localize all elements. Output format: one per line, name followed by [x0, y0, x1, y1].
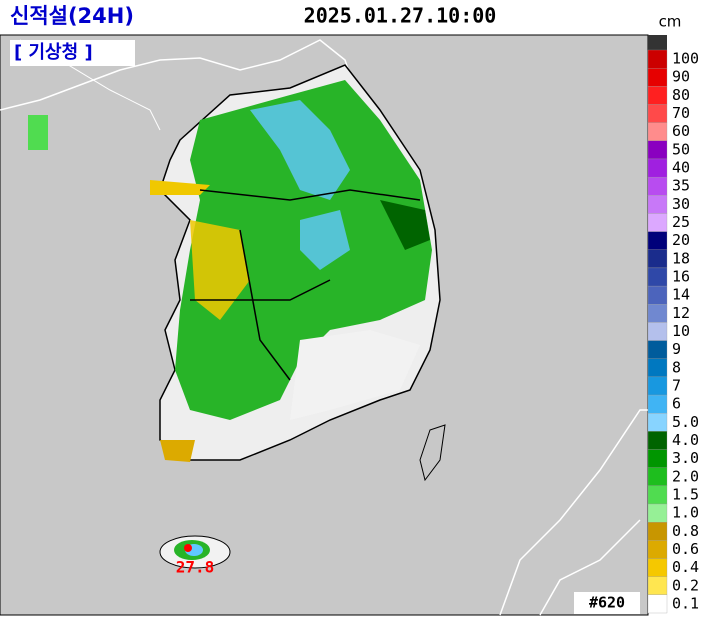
legend-cell	[647, 267, 668, 287]
legend-label: 4.0	[672, 431, 699, 449]
legend-cell	[647, 522, 668, 541]
coastline	[499, 409, 648, 616]
title: 신적설(24H)	[10, 4, 134, 28]
legend-label: 18	[672, 249, 690, 267]
legend-cell	[647, 176, 668, 196]
agency-box	[10, 40, 135, 66]
legend-cell	[647, 49, 668, 69]
legend-label: 0.6	[672, 540, 699, 558]
legend-label: 30	[672, 195, 690, 213]
legend-cell	[647, 213, 668, 232]
legend-label: 70	[672, 104, 690, 122]
legend-label: 35	[672, 177, 690, 195]
legend-cell	[647, 285, 668, 305]
timestamp: 2025.01.27.10:00	[304, 4, 497, 28]
legend-label: 100	[672, 50, 699, 68]
legend-label: 90	[672, 68, 690, 86]
legend-top-cell	[648, 35, 667, 50]
legend-label: 2.0	[672, 467, 699, 485]
legend-label: 0.4	[672, 558, 699, 576]
snow-area-green	[28, 115, 48, 150]
legend-label: 25	[672, 213, 690, 231]
legend: 10090807060504035302520181614121098765.0…	[647, 35, 699, 614]
legend-cell	[647, 558, 668, 577]
station-box	[574, 592, 640, 614]
legend-cell	[647, 158, 668, 178]
legend-cell	[647, 231, 668, 250]
legend-label: 6	[672, 395, 681, 413]
legend-cell	[647, 140, 668, 160]
legend-cell	[647, 249, 668, 269]
legend-label: 1.5	[672, 485, 699, 503]
legend-cell	[647, 576, 668, 595]
snow-area-blue	[300, 210, 350, 270]
island	[419, 424, 446, 482]
snow-area-blue	[250, 100, 350, 200]
coastline	[0, 39, 351, 111]
station-id: #620	[589, 594, 625, 612]
legend-label: 14	[672, 286, 690, 304]
legend-cell	[647, 122, 668, 141]
legend-label: 20	[672, 231, 690, 249]
legend-cell	[647, 104, 668, 123]
legend-cell	[647, 195, 668, 214]
legend-cell	[647, 322, 668, 341]
legend-label: 60	[672, 122, 690, 140]
legend-cell	[647, 594, 668, 614]
legend-cell	[647, 485, 668, 505]
snow-area-trace	[290, 330, 420, 420]
legend-label: 0.1	[672, 594, 699, 612]
legend-label: 40	[672, 159, 690, 177]
legend-cell	[647, 358, 668, 378]
legend-cell	[647, 503, 668, 523]
snow-area-yellow	[160, 440, 195, 462]
legend-label: 9	[672, 340, 681, 358]
max-label: 27.8	[176, 558, 215, 577]
legend-label: 50	[672, 140, 690, 158]
legend-label: 16	[672, 268, 690, 286]
legend-label: 0.2	[672, 576, 699, 594]
legend-cell	[647, 304, 668, 323]
snow-area-yellow	[190, 220, 250, 320]
legend-label: 8	[672, 358, 681, 376]
legend-label: 80	[672, 86, 690, 104]
legend-label: 0.8	[672, 522, 699, 540]
unit: cm	[659, 13, 682, 31]
map-area: 27.8 [ 기상청 ] #620	[0, 34, 649, 616]
snow-area-yellow	[150, 180, 210, 195]
legend-label: 10	[672, 322, 690, 340]
legend-label: 3.0	[672, 449, 699, 467]
legend-cell	[647, 413, 668, 432]
legend-cell	[647, 376, 668, 396]
legend-cell	[647, 394, 668, 414]
legend-cell	[647, 467, 668, 487]
legend-cell	[647, 431, 668, 450]
legend-cell	[647, 540, 668, 559]
legend-label: 5.0	[672, 413, 699, 431]
max-point	[184, 544, 192, 552]
agency: [ 기상청 ]	[14, 42, 93, 63]
province-border	[190, 189, 421, 381]
legend-cell	[647, 449, 668, 468]
legend-cell	[647, 340, 668, 359]
legend-label: 12	[672, 304, 690, 322]
legend-cell	[647, 86, 668, 105]
legend-label: 1.0	[672, 504, 699, 522]
legend-label: 7	[672, 376, 681, 394]
snow-area-dark	[380, 200, 430, 250]
legend-cell	[647, 68, 668, 87]
